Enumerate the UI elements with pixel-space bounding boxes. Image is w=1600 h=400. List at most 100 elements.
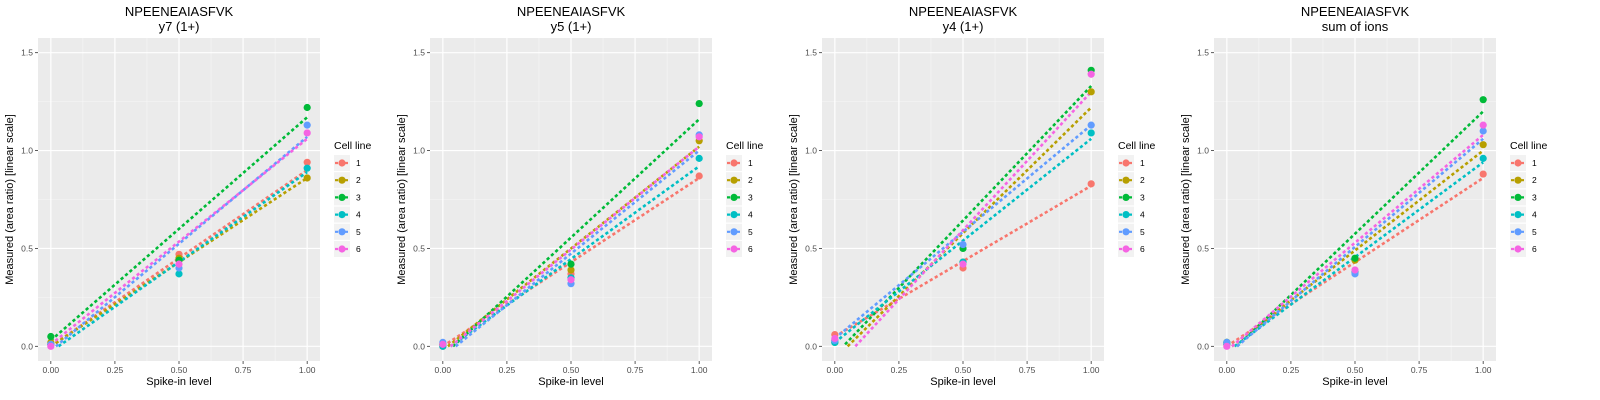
legend-title: Cell line [1510,140,1548,152]
x-tick-label: 0.00 [43,365,60,375]
y-tick-label: 1.5 [413,48,425,58]
legend-key-point [338,176,346,184]
y-tick-label: 1.0 [413,146,425,156]
data-point-series-1 [1087,180,1095,188]
y-axis-label: Measured (area ratio) [linear scale] [4,114,16,285]
legend-key-point [1514,193,1522,201]
data-point-series-3 [1351,254,1359,262]
legend-label-series-5: 5 [1532,227,1537,237]
data-point-series-3 [303,103,311,112]
y-tick-label: 0.0 [21,341,33,351]
chart-panel-1: 0.00 0.25 0.50 0.75 1.00 0.0 0.5 1.0 1.5 NPEENEAI… [4,4,372,388]
data-point-series-6 [1351,266,1359,274]
legend-label-series-3: 3 [356,192,361,202]
fit-line-series-5 [1236,137,1485,348]
legend-key-point [1514,176,1522,184]
chart-panel-2: 0.00 0.25 0.50 0.75 1.00 0.0 0.5 1.0 1.5 NPEENEAI… [396,4,764,388]
x-tick-label: 0.50 [955,365,972,375]
y-tick-label: 1.5 [805,48,817,58]
legend-key-point [338,228,346,236]
fit-line-series-3 [49,116,309,342]
data-point-series-6 [1087,70,1095,78]
legend-key-point [1514,245,1522,253]
data-point-series-6 [303,129,311,137]
legend-label-series-4: 4 [748,210,753,220]
data-point-series-2 [567,266,575,274]
data-point-series-2 [303,174,311,182]
legend-key-point [338,159,346,167]
legend-key-point [1514,159,1522,167]
chart-panel-4: 0.00 0.25 0.50 0.75 1.00 0.0 0.5 1.0 1.5 NPEENEAI… [1180,4,1548,388]
legend-title: Cell line [1118,140,1156,152]
fit-line-series-4 [1233,161,1484,348]
legend-label-series-4: 4 [1532,210,1537,220]
legend-key-point [1122,211,1130,219]
x-tick-label: 0.00 [1219,365,1236,375]
data-point-series-1 [695,172,703,180]
fit-line-series-3 [1236,110,1485,348]
chart-title: NPEENEAIASFVK [1301,4,1410,19]
legend-label-series-2: 2 [748,175,753,185]
legend-key-point [730,228,738,236]
x-axis-label: Spike-in level [1322,376,1387,388]
y-tick-label: 0.5 [805,243,817,253]
x-tick-label: 1.00 [1475,365,1492,375]
legend-key-point [730,193,738,201]
y-tick-label: 1.5 [21,48,33,58]
legend-label-series-6: 6 [1532,244,1537,254]
x-tick-label: 0.25 [499,365,516,375]
fit-line-series-4 [57,171,308,348]
legend-label-series-5: 5 [1140,227,1145,237]
x-tick-label: 0.25 [107,365,124,375]
legend-label-series-6: 6 [748,244,753,254]
y-axis-label: Measured (area ratio) [linear scale] [396,114,408,285]
legend-label-series-5: 5 [356,227,361,237]
legend-label-series-2: 2 [1140,175,1145,185]
data-point-series-1 [303,158,311,166]
data-point-series-2 [1479,141,1487,149]
legend-label-series-6: 6 [356,244,361,254]
fit-line-series-3 [452,118,701,348]
data-point-series-6 [1223,342,1231,350]
fit-line-series-4 [834,137,1092,344]
legend-label-series-1: 1 [356,158,361,168]
fit-line-series-6 [449,145,700,348]
legend-key-point [730,159,738,167]
legend-key-point [1514,228,1522,236]
x-axis-label: Spike-in level [930,376,995,388]
x-tick-label: 0.75 [1411,365,1428,375]
y-axis-label: Measured (area ratio) [linear scale] [1180,114,1192,285]
chart-subtitle: y4 (1+) [943,19,984,34]
x-tick-label: 0.50 [1347,365,1364,375]
legend-key-point [1514,211,1522,219]
data-point-series-4 [303,164,311,172]
chart-title: NPEENEAIASFVK [909,4,1018,19]
legend-label-series-4: 4 [356,210,361,220]
data-point-series-6 [695,133,703,141]
data-point-series-3 [1479,96,1487,104]
legend-label-series-3: 3 [748,192,753,202]
y-tick-label: 0.5 [1197,243,1209,253]
legend-key-point [730,245,738,253]
data-point-series-4 [695,154,703,162]
legend-label-series-4: 4 [1140,210,1145,220]
data-point-series-6 [831,334,839,343]
chart-subtitle: y7 (1+) [159,19,200,34]
legend-key-point [1122,159,1130,167]
data-point-series-6 [1479,121,1487,129]
x-tick-label: 0.50 [563,365,580,375]
data-point-series-6 [959,260,967,268]
legend-label-series-1: 1 [748,158,753,168]
legend-key-point [730,176,738,184]
data-point-series-5 [1087,121,1095,129]
chart-title: NPEENEAIASFVK [125,4,234,19]
data-point-series-3 [47,332,55,341]
chart-subtitle: sum of ions [1322,19,1389,34]
fit-line-series-4 [449,165,700,348]
x-axis-label: Spike-in level [538,376,603,388]
y-tick-label: 0.5 [413,243,425,253]
x-tick-label: 0.25 [1283,365,1300,375]
legend-key-point [1122,193,1130,201]
x-tick-label: 0.75 [1019,365,1036,375]
fit-line-series-1 [834,184,1092,338]
